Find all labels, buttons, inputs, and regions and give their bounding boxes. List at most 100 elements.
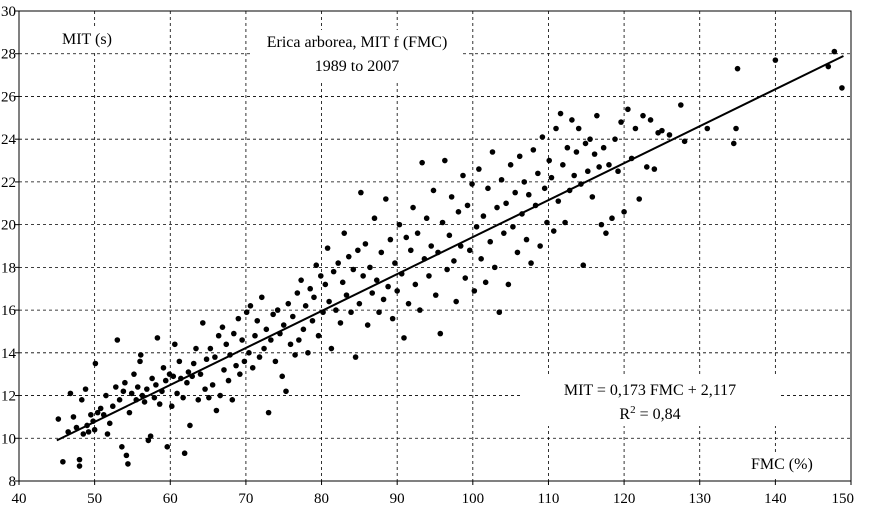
data-point	[341, 230, 348, 236]
y-axis-ticks: 8 10 12 14 16 18 20 22 24 26 28 30	[1, 4, 19, 490]
data-point	[335, 260, 341, 266]
data-point	[109, 403, 116, 410]
data-point	[296, 337, 302, 343]
data-point	[70, 414, 77, 420]
data-point	[373, 277, 380, 283]
data-point	[164, 444, 171, 450]
data-point	[265, 409, 272, 416]
data-point	[203, 356, 210, 363]
data-point	[455, 209, 462, 215]
trendline	[56, 55, 844, 442]
data-point	[407, 247, 414, 254]
data-point	[176, 358, 183, 365]
data-point	[252, 332, 258, 339]
data-point	[734, 65, 741, 72]
data-point	[380, 296, 387, 303]
x-axis-label: FMC (%)	[751, 456, 813, 473]
data-point	[55, 416, 62, 422]
plot-area-frame	[18, 10, 852, 482]
data-point	[569, 117, 575, 123]
data-point	[285, 300, 292, 307]
data-point	[120, 388, 127, 395]
data-point	[190, 360, 197, 367]
data-point	[168, 403, 175, 410]
data-point	[451, 258, 457, 264]
data-point	[207, 345, 214, 352]
data-point	[501, 230, 507, 236]
data-point	[197, 371, 204, 377]
data-point	[241, 358, 248, 365]
chart-title-line1: Erica arborea, MIT f (FMC)	[267, 34, 448, 51]
data-point	[612, 136, 618, 142]
y-tick-label: 10	[1, 431, 16, 447]
data-point	[618, 119, 624, 125]
data-point	[343, 292, 350, 298]
data-point	[530, 147, 537, 153]
data-point	[307, 285, 314, 292]
data-point	[557, 110, 564, 117]
data-point	[76, 456, 83, 463]
data-point	[345, 253, 352, 260]
data-point	[187, 422, 193, 429]
data-point	[221, 367, 227, 373]
y-tick-label: 8	[9, 474, 17, 490]
data-point	[439, 219, 446, 226]
data-point	[514, 249, 521, 256]
data-point	[180, 394, 186, 401]
x-tick-label: 100	[462, 491, 485, 507]
data-point	[358, 189, 364, 196]
data-point	[548, 174, 555, 181]
data-point	[367, 264, 373, 271]
data-point	[419, 159, 425, 166]
data-point	[199, 320, 206, 326]
x-tick-label: 150	[832, 491, 855, 507]
data-point	[575, 125, 582, 132]
data-point	[348, 309, 354, 316]
data-point	[376, 309, 382, 316]
data-point	[603, 230, 609, 236]
y-tick-label: 22	[1, 175, 16, 191]
ylabel-background	[56, 27, 142, 51]
data-point	[355, 247, 361, 254]
data-point	[389, 315, 396, 322]
data-point	[261, 345, 267, 352]
data-point	[505, 281, 512, 288]
data-point	[274, 307, 281, 313]
data-point	[772, 57, 779, 63]
data-point	[537, 243, 543, 249]
data-point	[235, 315, 242, 322]
data-point	[283, 388, 289, 395]
data-point	[193, 345, 199, 352]
data-point	[328, 345, 335, 352]
data-point	[516, 153, 523, 160]
data-point	[423, 215, 430, 222]
data-point	[535, 170, 541, 177]
data-point	[417, 307, 423, 313]
data-point	[510, 223, 516, 230]
x-tick-label: 60	[163, 491, 178, 507]
data-point	[487, 238, 494, 245]
data-point	[137, 358, 143, 365]
data-point	[498, 176, 505, 183]
data-point	[606, 162, 612, 168]
xlabel-background	[745, 452, 843, 476]
data-point	[181, 450, 188, 457]
data-point	[362, 241, 369, 247]
data-point	[448, 194, 455, 200]
data-point	[60, 458, 66, 465]
data-point	[587, 136, 593, 142]
data-point	[195, 397, 202, 403]
data-point	[496, 309, 503, 316]
data-point	[528, 260, 534, 266]
data-point	[598, 221, 605, 228]
data-point	[302, 303, 309, 309]
data-point	[430, 187, 437, 194]
x-tick-label: 40	[12, 491, 27, 507]
data-point	[647, 117, 654, 123]
data-point	[385, 283, 391, 290]
data-point	[300, 326, 307, 333]
data-point	[92, 360, 99, 367]
data-point	[270, 311, 276, 318]
data-point	[317, 273, 324, 279]
data-point	[482, 279, 489, 286]
